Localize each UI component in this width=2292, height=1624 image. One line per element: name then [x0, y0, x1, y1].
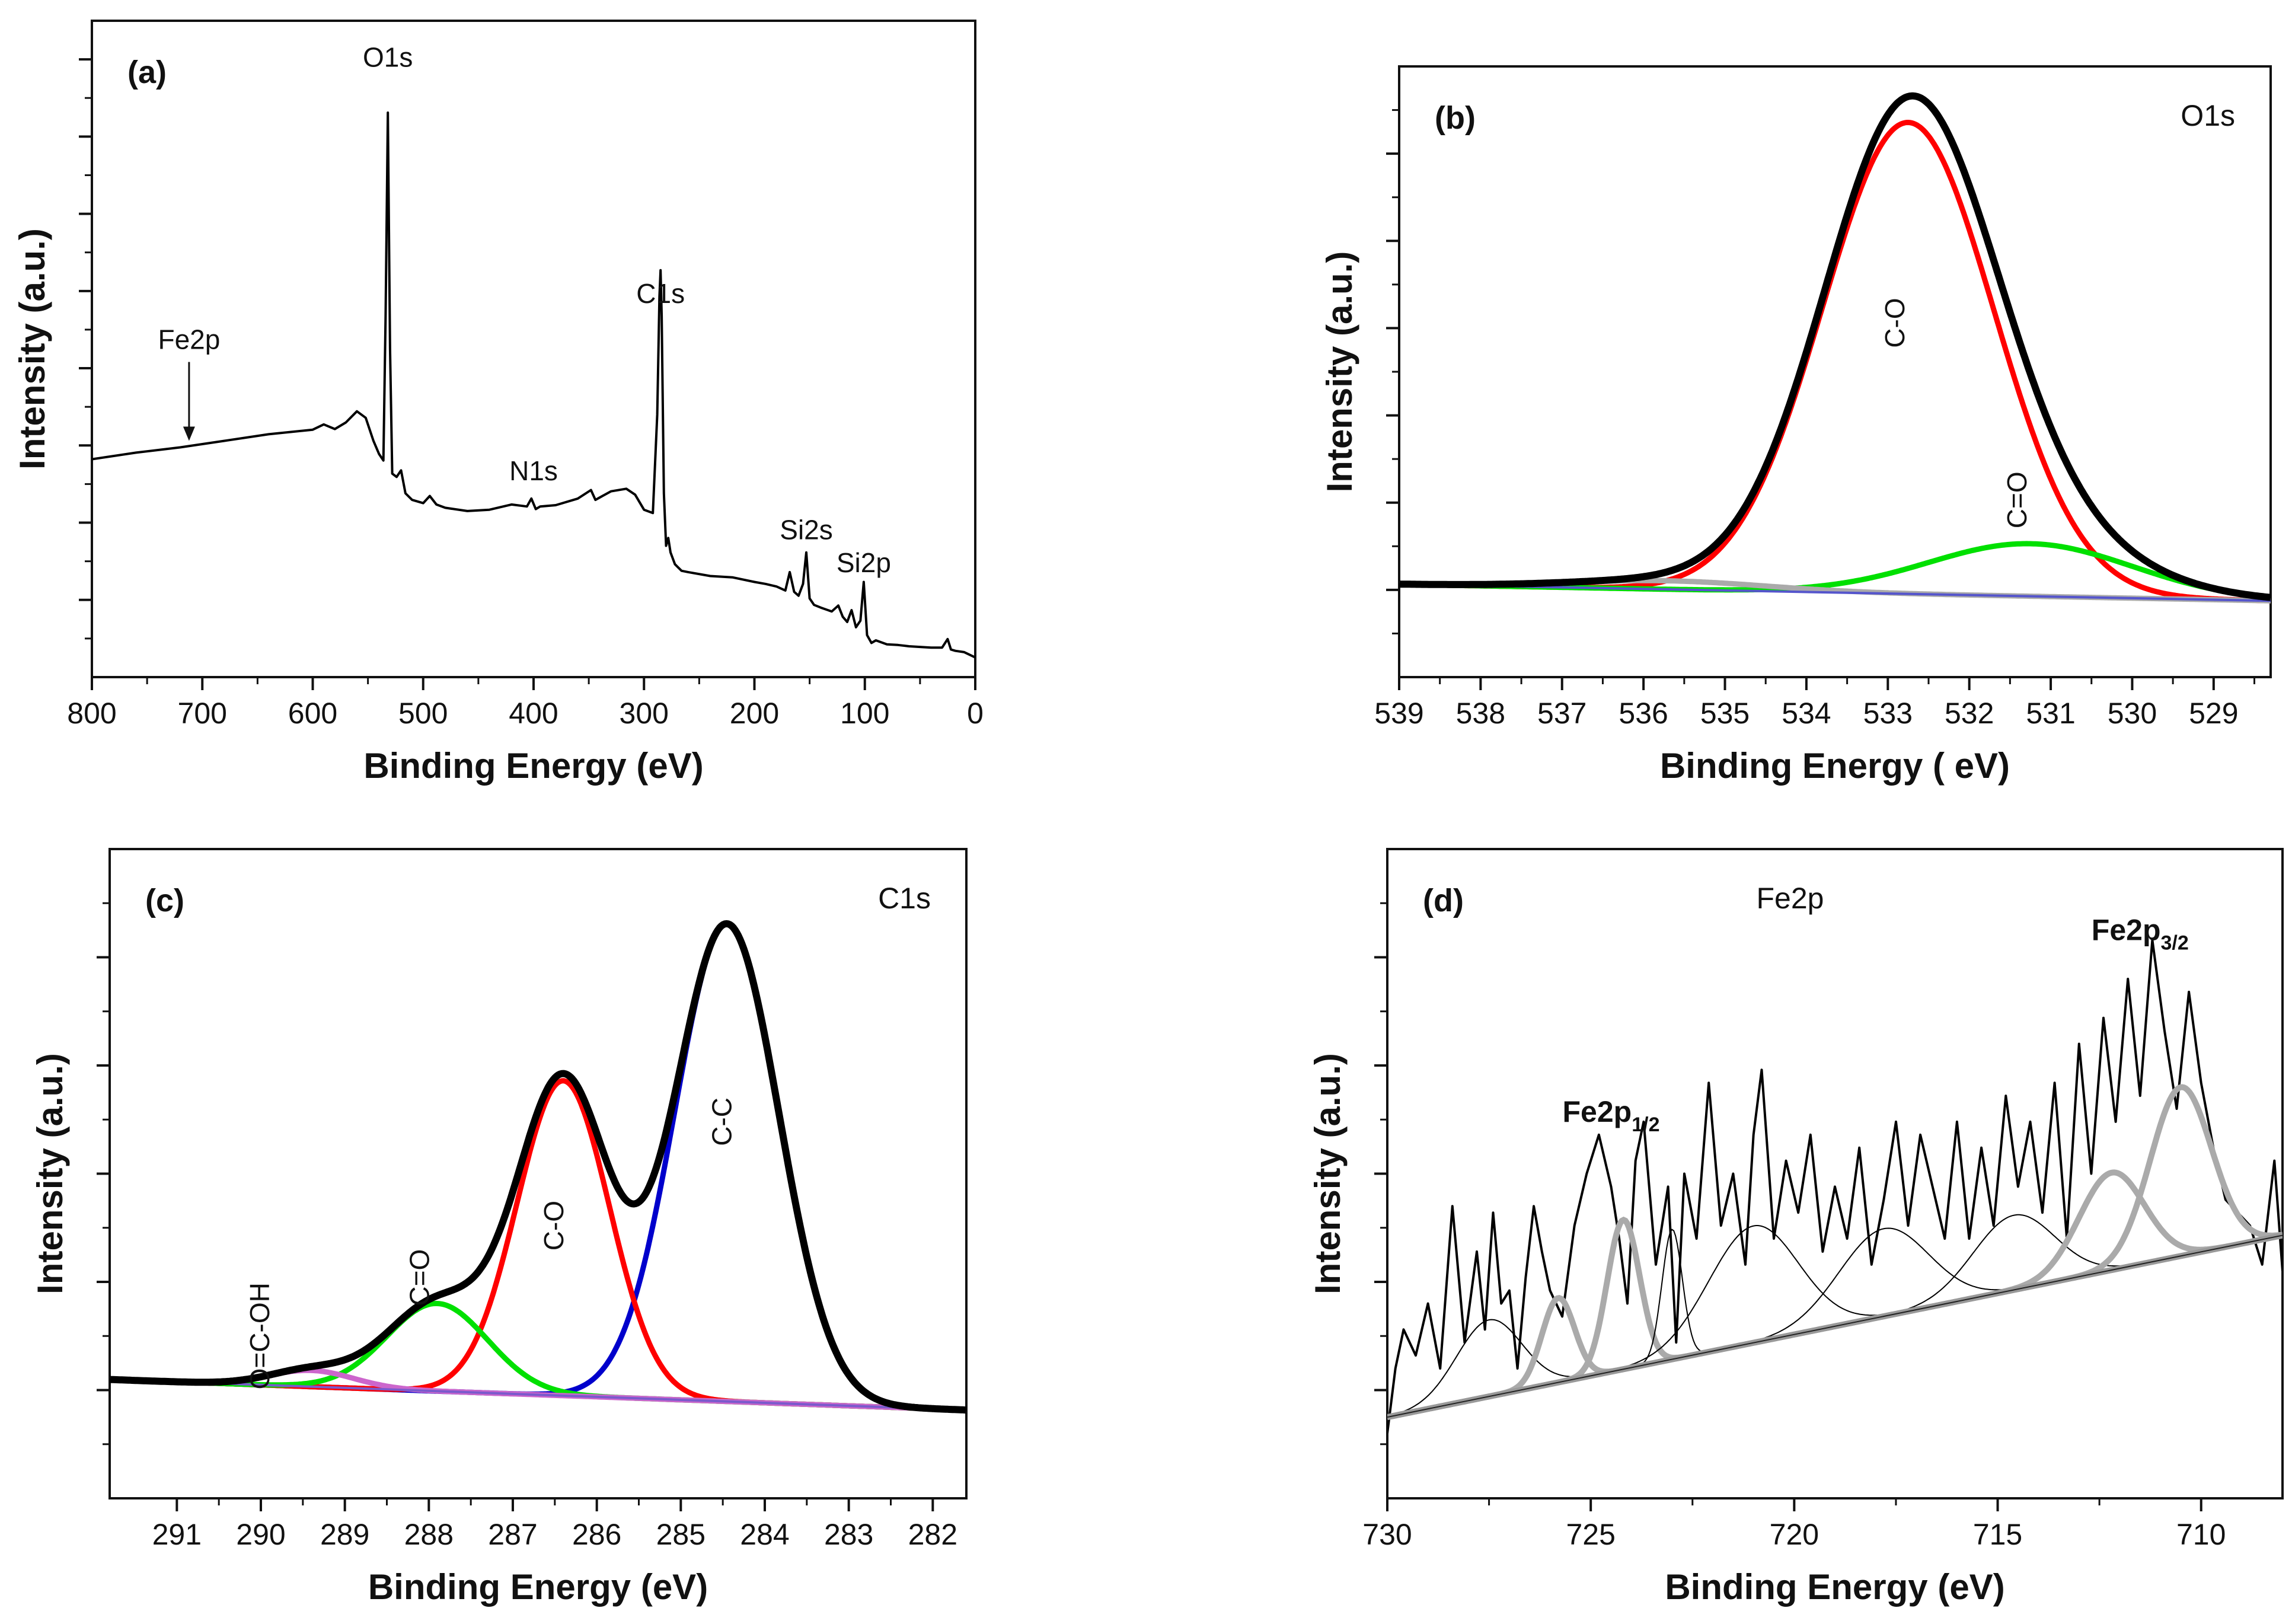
series-line-survey — [92, 111, 975, 659]
background-baseline — [1399, 583, 2271, 602]
panel-c: 291 290 289 288 287 286 285 284 283 282 Binding En… — [30, 848, 968, 1607]
x-tick-label: 730 — [1362, 1518, 1412, 1551]
x-tick-label: 537 — [1537, 697, 1586, 730]
x-tick-label: 536 — [1619, 697, 1668, 730]
x-tick-label: 500 — [398, 697, 448, 730]
raw-spectrum-line — [1387, 939, 2283, 1434]
envelope-line — [110, 920, 966, 1414]
peak-annotation: C=O — [2001, 471, 2032, 528]
region-label: C1s — [878, 882, 931, 915]
x-axis-title: Binding Energy ( eV) — [1660, 746, 2010, 786]
annotation-main: Fe2p — [1563, 1095, 1632, 1128]
x-axis-title: Binding Energy (eV) — [363, 746, 703, 786]
x-axis-title: Binding Energy (eV) — [368, 1567, 708, 1607]
envelope-line — [1399, 92, 2271, 601]
panel-b: 539 538 537 536 535 534 533 532 531 530 529 Binding… — [1320, 65, 2272, 786]
background-baseline — [110, 1378, 966, 1412]
peak-annotation: C-O — [1879, 298, 1910, 347]
plot-area — [1399, 92, 2271, 604]
y-axis-title: Intensity (a.u.) — [30, 1053, 70, 1294]
x-tick-label: 534 — [1782, 697, 1831, 730]
peak-annotation: C=O — [404, 1249, 435, 1306]
x-tick-label: 531 — [2026, 697, 2075, 730]
peak-annotation: O1s — [363, 42, 413, 72]
region-label: O1s — [2181, 99, 2235, 132]
plot-area — [1387, 939, 2283, 1434]
x-tick-label: 400 — [509, 697, 558, 730]
x-tick-label: 529 — [2189, 697, 2238, 730]
x-tick-label: 600 — [288, 697, 337, 730]
x-tick-label: 283 — [824, 1518, 873, 1551]
x-tick-label: 532 — [1945, 697, 1994, 730]
annotation-main: Fe2p — [2092, 913, 2161, 946]
peak-annotation: O=C-OH — [244, 1282, 275, 1389]
peak-annotation: C1s — [636, 278, 685, 309]
panel-label: (d) — [1423, 883, 1464, 918]
annotation-sub: 3/2 — [2160, 931, 2188, 954]
x-tick-label: 530 — [2108, 697, 2157, 730]
x-tick-label: 284 — [740, 1518, 789, 1551]
y-axis-title: Intensity (a.u.) — [12, 228, 52, 470]
fit-component-fe-i — [1387, 1084, 2283, 1421]
x-tick-label: 715 — [1973, 1518, 2022, 1551]
x-tick-label: 800 — [67, 697, 116, 730]
x-tick-label: 710 — [2176, 1518, 2226, 1551]
x-tick-label: 282 — [908, 1518, 957, 1551]
chart-title: Fe2p — [1757, 882, 1824, 915]
fit-component-C-O — [1399, 119, 2271, 604]
panel-label: (a) — [127, 55, 167, 90]
peak-annotation: Fe2p1/2 — [1563, 1095, 1660, 1136]
y-axis-title: Intensity (a.u.) — [1308, 1053, 1348, 1294]
plot-frame — [91, 20, 976, 678]
x-axis-title: Binding Energy (eV) — [1665, 1567, 2004, 1607]
x-tick-label: 533 — [1863, 697, 1913, 730]
x-tick-label: 100 — [840, 697, 889, 730]
peak-annotation: C-C — [706, 1097, 737, 1146]
panel-a: 800 700 600 500 400 300 200 100 0 Binding Energy … — [12, 20, 984, 786]
x-tick-label: 200 — [730, 697, 779, 730]
x-tick-label: 285 — [656, 1518, 706, 1551]
x-tick-label: 290 — [236, 1518, 285, 1551]
panel-label: (b) — [1435, 100, 1476, 136]
plot-area — [92, 111, 975, 659]
x-tick-label: 538 — [1456, 697, 1505, 730]
baseline-edge — [1387, 1234, 2283, 1418]
x-tick-label: 720 — [1770, 1518, 1819, 1551]
x-tick-label: 535 — [1700, 697, 1750, 730]
x-tick-label: 288 — [404, 1518, 454, 1551]
x-tick-label: 286 — [572, 1518, 621, 1551]
plot-area — [110, 920, 966, 1414]
y-axis-title: Intensity (a.u.) — [1320, 251, 1359, 493]
peak-annotation: C-O — [538, 1201, 569, 1250]
fit-component-C-C — [110, 921, 966, 1413]
plot-frame — [108, 848, 968, 1499]
peak-annotation: N1s — [509, 455, 558, 486]
x-tick-label: 0 — [967, 697, 984, 730]
x-tick-label: 300 — [620, 697, 669, 730]
peak-annotation: Fe2p — [158, 324, 220, 355]
x-tick-label: 725 — [1566, 1518, 1615, 1551]
annotation-sub: 1/2 — [1632, 1113, 1659, 1136]
panel-d: 730 725 720 715 710 Binding Energy (eV) Intens… — [1308, 848, 2284, 1607]
fit-component-O=C-OH — [110, 1367, 966, 1413]
panel-label: (c) — [145, 883, 184, 918]
x-tick-label: 287 — [488, 1518, 537, 1551]
peak-annotation: Si2p — [837, 547, 891, 578]
peak-annotation: Fe2p3/2 — [2092, 913, 2189, 954]
peak-annotation: Si2s — [780, 515, 832, 545]
x-tick-label: 289 — [320, 1518, 369, 1551]
x-tick-label: 291 — [152, 1518, 202, 1551]
arrow-head — [183, 426, 195, 441]
x-tick-label: 539 — [1374, 697, 1423, 730]
x-tick-label: 700 — [178, 697, 227, 730]
